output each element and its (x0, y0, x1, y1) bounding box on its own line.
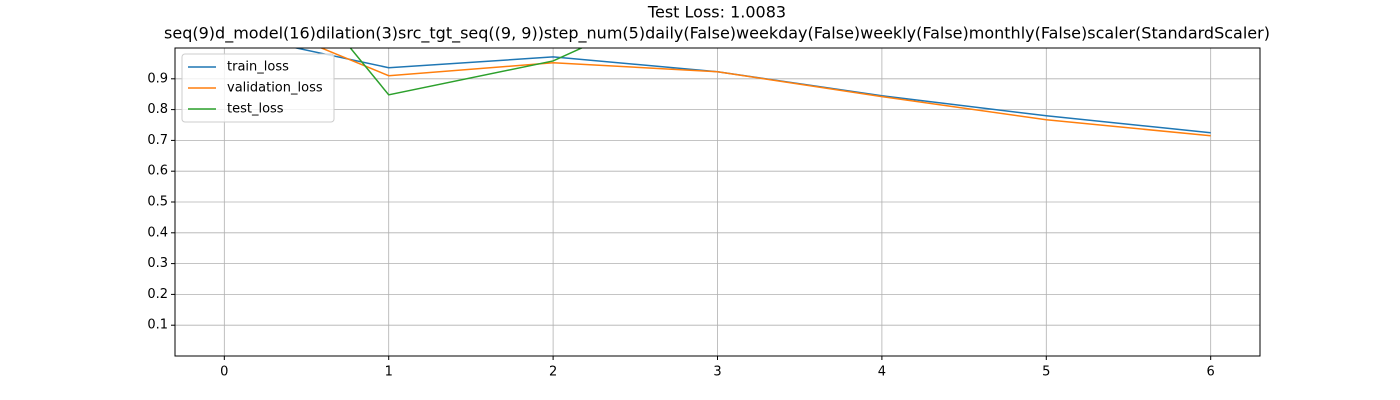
y-tick-label: 0.8 (147, 102, 168, 117)
y-tick-label: 0.1 (147, 318, 168, 333)
x-tick-label: 6 (1207, 365, 1215, 380)
y-tick-label: 0.4 (147, 225, 168, 240)
x-tick-label: 0 (220, 365, 228, 380)
x-tick-label: 5 (1042, 365, 1050, 380)
x-tick-label: 3 (713, 365, 721, 380)
y-tick-label: 0.9 (147, 71, 168, 86)
chart-title: Test Loss: 1.0083 (647, 3, 786, 22)
x-tick-label: 4 (878, 365, 886, 380)
y-tick-label: 0.7 (147, 133, 168, 148)
lines (292, 48, 1211, 137)
legend-label: test_loss (227, 102, 284, 117)
legend-label: train_loss (227, 60, 289, 75)
x-tick-label: 2 (549, 365, 557, 380)
legend-box (181, 53, 335, 123)
legend-label: validation_loss (227, 81, 323, 96)
grid (175, 48, 1260, 356)
y-tick-label: 0.2 (147, 287, 168, 302)
chart-subtitle: seq(9)d_model(16)dilation(3)src_tgt_seq(… (164, 24, 1270, 44)
y-tick-label: 0.6 (147, 164, 168, 179)
series-line (319, 48, 1211, 137)
x-tick-label: 1 (385, 365, 393, 380)
legend: train_loss validation_loss test_loss (181, 53, 335, 123)
y-tick-label: 0.3 (147, 256, 168, 271)
series-line (349, 48, 584, 96)
y-tick-label: 0.5 (147, 195, 168, 210)
